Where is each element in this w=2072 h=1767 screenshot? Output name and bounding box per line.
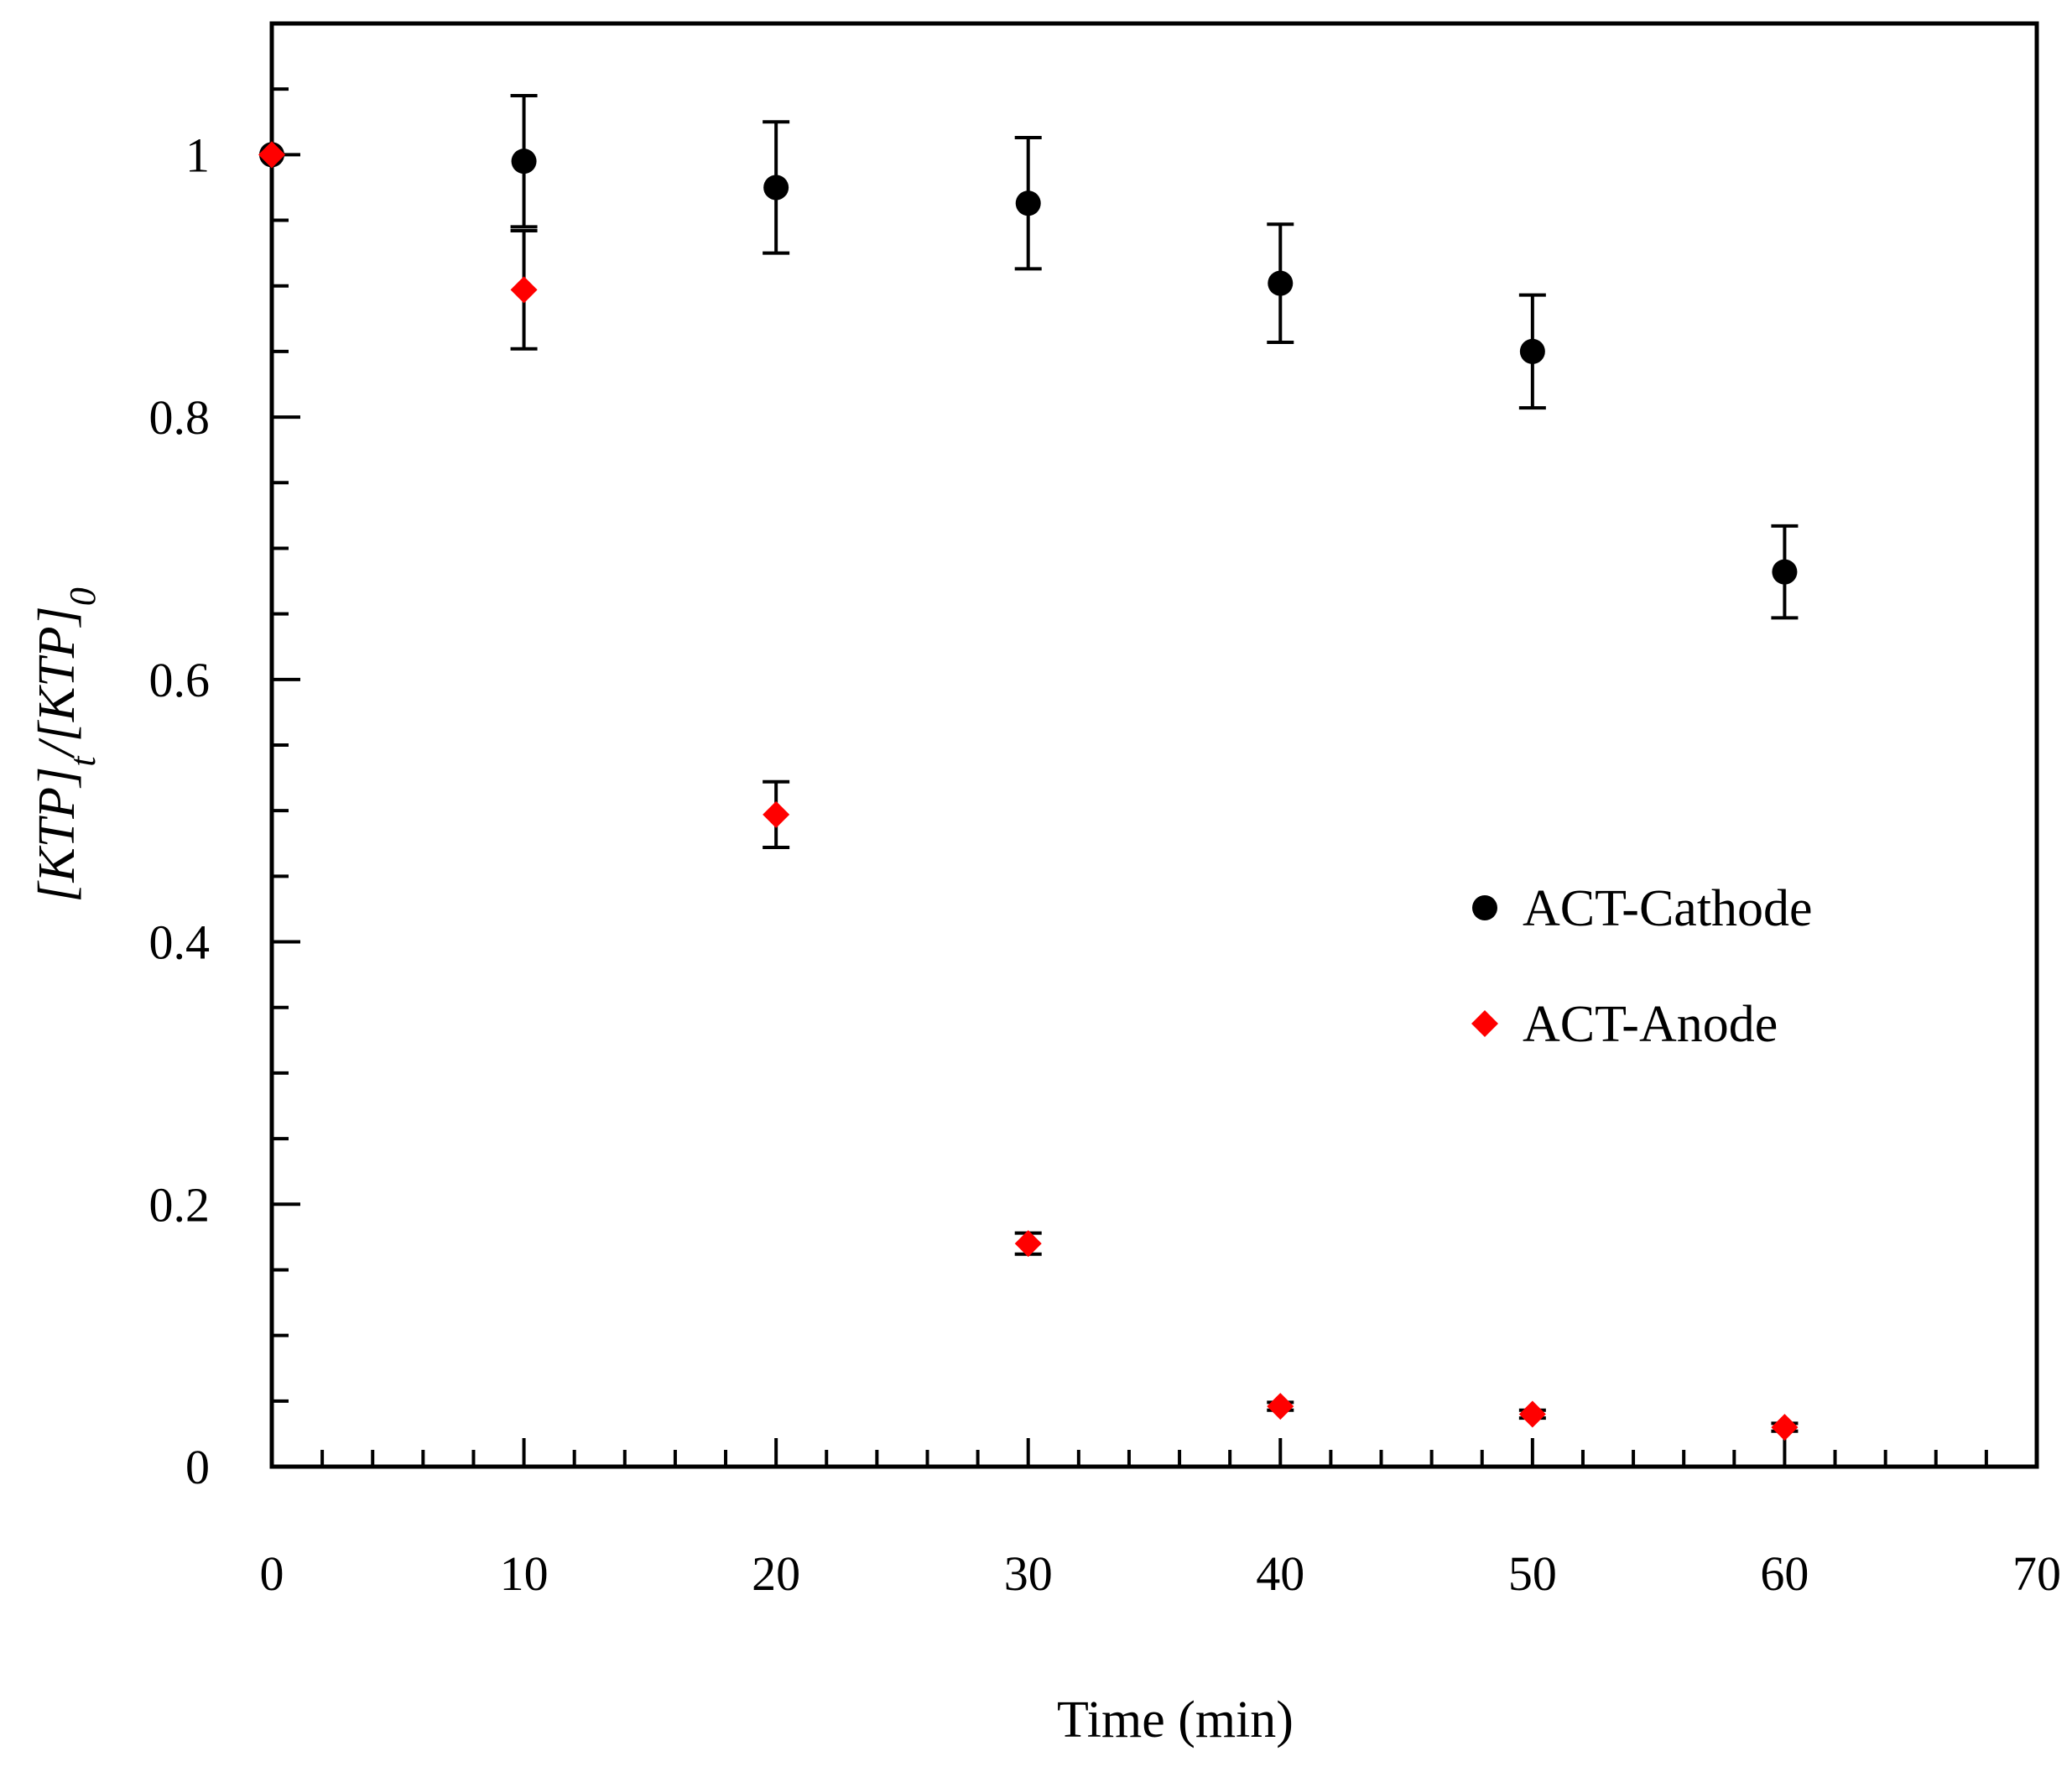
data-point (1772, 559, 1798, 585)
data-point (763, 800, 790, 828)
x-tick-label: 30 (1004, 1546, 1053, 1601)
series-layer (258, 94, 1799, 1441)
x-tick-label: 10 (500, 1546, 549, 1601)
data-point (1771, 1414, 1799, 1441)
x-tick-label: 70 (2012, 1546, 2061, 1601)
y-tick-label: 0.8 (149, 390, 211, 445)
x-tick-label: 0 (260, 1546, 284, 1601)
series-act-cathode (259, 94, 1799, 620)
plot-frame (269, 21, 2039, 1469)
data-point (258, 141, 285, 169)
data-point (1014, 1230, 1042, 1258)
x-tick-label: 60 (1760, 1546, 1809, 1601)
x-axis-title: Time (min) (1057, 1691, 1294, 1749)
data-point (1267, 1393, 1294, 1420)
legend-label-anode: ACT-Anode (1523, 996, 1778, 1053)
x-tick-label: 40 (1256, 1546, 1304, 1601)
y-tick-label: 0.6 (149, 653, 211, 707)
y-axis-ticks (272, 22, 300, 1468)
y-tick-label: 0 (185, 1440, 210, 1494)
series-act-anode (258, 141, 1799, 1441)
x-tick-label: 20 (752, 1546, 800, 1601)
y-tick-label: 0.4 (149, 915, 211, 970)
x-axis-tick-labels: 0 10 20 30 40 50 60 70 (260, 1546, 2062, 1601)
y-tick-label: 0.2 (149, 1177, 211, 1232)
data-point (1519, 338, 1545, 364)
y-axis-title-part1: [KTP] (29, 767, 86, 903)
data-point (1268, 270, 1294, 296)
y-axis-title-part2: /[KTP] (29, 606, 86, 758)
y-axis-title: [KTP]t/[KTP]0 (29, 587, 103, 902)
data-point (511, 149, 537, 175)
x-tick-label: 50 (1508, 1546, 1557, 1601)
data-point (510, 276, 538, 304)
legend-label-cathode: ACT-Cathode (1523, 880, 1813, 937)
y-tick-label: 1 (185, 128, 210, 182)
legend-marker-cathode (1472, 895, 1497, 920)
data-point (763, 175, 789, 201)
y-axis-title-sub2: 0 (62, 587, 103, 606)
legend-marker-anode (1471, 1010, 1498, 1037)
legend: ACT-Cathode ACT-Anode (1471, 880, 1813, 1053)
y-axis-tick-labels: 0 0.2 0.4 0.6 0.8 1 (149, 128, 211, 1494)
data-point (1518, 1400, 1546, 1428)
x-axis-ticks (270, 1438, 2038, 1467)
y-axis-title-sub1: t (62, 755, 103, 767)
data-point (1015, 190, 1041, 216)
